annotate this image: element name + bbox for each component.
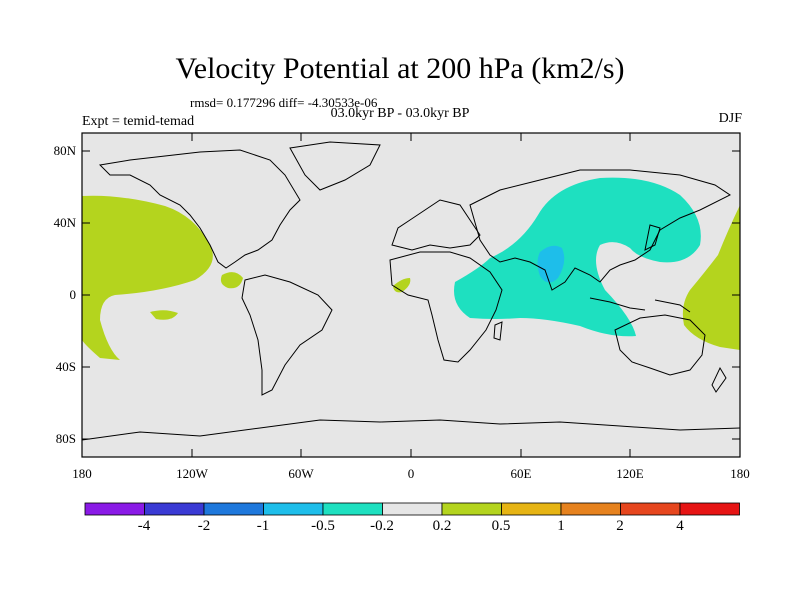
colorbar-swatch-1	[84, 502, 145, 516]
experiment-label: Expt = temid-temad	[82, 114, 195, 129]
positive-anomaly-regions	[82, 195, 740, 360]
colorbar-label: 1	[557, 518, 565, 534]
x-label-60e: 60E	[510, 466, 532, 481]
colorbar-swatch-9	[560, 502, 621, 516]
colorbar-label: -2	[197, 518, 211, 534]
x-label-60w: 60W	[288, 466, 314, 481]
colorbar-swatch-3	[203, 502, 264, 516]
colorbar-swatch-4	[263, 502, 324, 516]
x-label-180w: 180	[72, 466, 92, 481]
colorbar-label: 2	[616, 518, 624, 534]
map-title: Velocity Potential at 200 hPa (km2/s)	[175, 52, 625, 85]
y-label-80n: 80N	[53, 143, 76, 158]
season-label: DJF	[718, 111, 742, 126]
x-label-0: 0	[407, 466, 415, 481]
y-label-40s: 40S	[55, 359, 76, 374]
period-label: 03.0kyr BP - 03.0kyr BP	[330, 106, 470, 121]
colorbar-label: -0.2	[370, 518, 394, 534]
x-label-120e: 120E	[616, 466, 644, 481]
x-label-120w: 120W	[176, 466, 208, 481]
colorbar-swatch-2	[144, 502, 205, 516]
y-label-0: 0	[69, 287, 77, 302]
colorbar-swatch-11	[679, 502, 740, 516]
colorbar-swatch-5	[322, 502, 383, 516]
coastlines	[81, 141, 741, 441]
colorbar-label: 0.5	[491, 518, 511, 534]
colorbar-label: 4	[676, 518, 684, 534]
stats-label: rmsd= 0.177296 diff= -4.30533e-06	[190, 95, 378, 110]
colorbar-swatch-10	[620, 502, 681, 516]
colorbar-label: -0.5	[311, 518, 335, 534]
colorbar-swatch-7	[441, 502, 502, 516]
colorbar-swatch-8	[501, 502, 562, 516]
y-label-40n: 40N	[53, 215, 76, 230]
colorbar-label: 0.2	[432, 518, 452, 534]
strong-negative-region	[537, 245, 565, 283]
colorbar	[84, 502, 740, 516]
negative-anomaly-region	[454, 177, 701, 337]
colorbar-swatch-6	[382, 502, 443, 516]
axis-ticks	[82, 133, 740, 457]
colorbar-label: -1	[256, 518, 270, 534]
y-label-80s: 80S	[55, 431, 76, 446]
x-label-180e: 180	[730, 466, 750, 481]
colorbar-label: -4	[137, 518, 151, 534]
